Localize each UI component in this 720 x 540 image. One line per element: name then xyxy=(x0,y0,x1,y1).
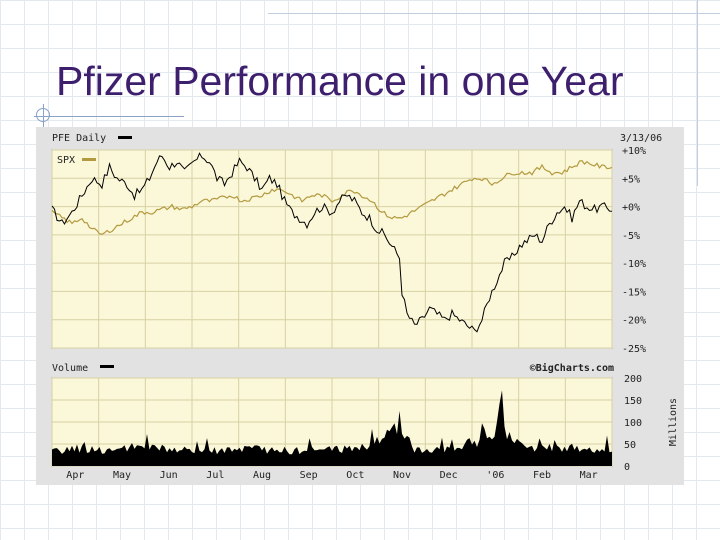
decorative-line xyxy=(268,13,720,14)
price-y-tick-label: -10% xyxy=(622,259,646,270)
volume-y-tick-label: 50 xyxy=(624,440,636,451)
x-tick-label: Aug xyxy=(253,470,271,481)
x-tick-label: May xyxy=(113,470,131,481)
x-tick-label: Oct xyxy=(346,470,364,481)
price-y-tick-label: +0% xyxy=(622,203,640,214)
volume-series-area xyxy=(52,390,612,466)
x-tick-labels: Apr May Jun Jul Aug Sep Oct Nov Dec '06 Feb Mar xyxy=(66,470,597,481)
volume-y-tick-label: 0 xyxy=(624,462,630,473)
price-date-label: 3/13/06 xyxy=(620,133,662,144)
x-tick-label: Mar xyxy=(580,470,598,481)
x-tick-label: Jul xyxy=(206,470,224,481)
bigcharts-watermark: ©BigCharts.com xyxy=(530,362,614,374)
x-tick-label: Nov xyxy=(393,470,411,481)
decorative-line xyxy=(697,0,698,186)
volume-unit-label: Millions xyxy=(668,398,679,446)
volume-y-tick-label: 200 xyxy=(624,374,642,385)
x-tick-label: '06 xyxy=(486,470,504,481)
volume-header xyxy=(52,357,612,378)
volume-y-tick-labels: 200 150 100 50 0 xyxy=(624,374,642,473)
price-symbol-label: PFE Daily xyxy=(52,133,106,144)
pfe-series-line xyxy=(51,152,613,333)
x-tick-label: Jun xyxy=(160,470,178,481)
volume-legend-swatch xyxy=(100,365,114,368)
volume-y-tick-label: 150 xyxy=(624,396,642,407)
pfe-legend-swatch xyxy=(118,136,132,139)
x-tick-label: Apr xyxy=(66,470,84,481)
price-y-tick-label: -25% xyxy=(622,344,646,355)
price-y-tick-label: -20% xyxy=(622,316,646,327)
spx-legend-swatch xyxy=(82,158,96,161)
volume-label: Volume xyxy=(52,363,88,374)
x-tick-label: Sep xyxy=(300,470,318,481)
decorative-line xyxy=(34,116,184,117)
volume-y-tick-label: 100 xyxy=(624,418,642,429)
spx-series-line xyxy=(51,159,613,235)
price-y-tick-labels: +10% +5% +0% -5% -10% -15% -20% -25% xyxy=(622,146,646,355)
decorative-circle xyxy=(36,108,50,122)
price-y-tick-label: +5% xyxy=(622,174,640,185)
x-tick-label: Feb xyxy=(533,470,551,481)
spx-legend-label: SPX xyxy=(57,155,75,166)
slide-title: Pfizer Performance in one Year xyxy=(56,58,624,104)
price-grid xyxy=(51,149,613,349)
pfizer-performance-chart: PFE Daily SPX 3/13/06 +10% +5% +0% -5% -10% -… xyxy=(36,127,684,485)
price-y-tick-label: +10% xyxy=(622,146,646,157)
x-tick-label: Dec xyxy=(440,470,458,481)
price-y-tick-label: -15% xyxy=(622,287,646,298)
price-y-tick-label: -5% xyxy=(622,231,640,242)
